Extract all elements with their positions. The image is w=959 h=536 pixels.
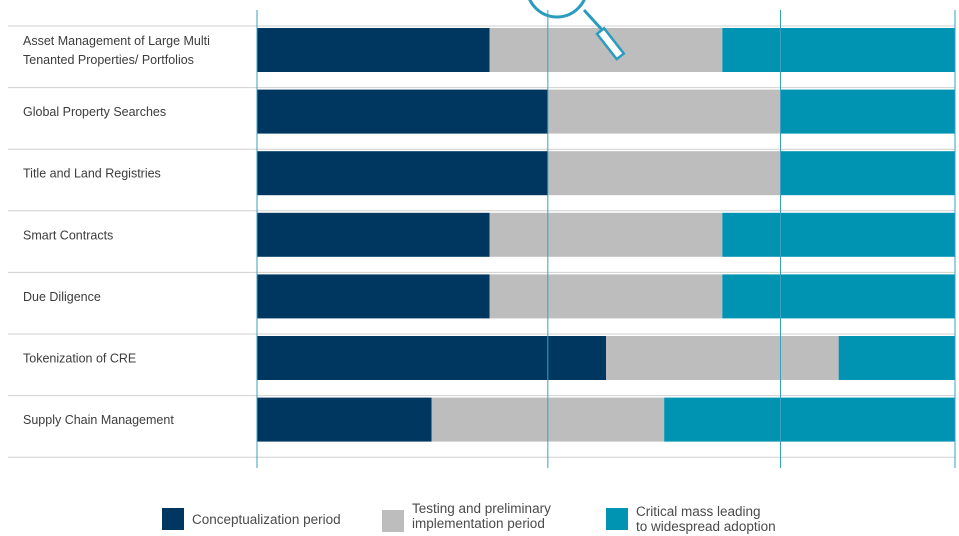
row-label: Smart Contracts: [23, 228, 113, 242]
legend-item-critical-mass: Critical mass leading to widespread adop…: [606, 504, 776, 534]
legend: Conceptualization period Testing and pre…: [0, 472, 959, 536]
bar-testing-and-preliminary-implementation-period-title-and-land-registries: [547, 151, 781, 196]
bar-conceptualization-period-global-property-searches: [257, 89, 548, 134]
bar-critical-mass-leading-to-widespread-adoption-due-diligence: [722, 274, 955, 319]
legend-swatch-testing: [382, 510, 404, 532]
row-labels: Asset Management of Large Multi Tenanted …: [23, 34, 210, 427]
row-label: Due Diligence: [23, 290, 101, 304]
bar-critical-mass-leading-to-widespread-adoption-tokenization-of-cre: [838, 336, 955, 380]
bar-critical-mass-leading-to-widespread-adoption-title-and-land-registries: [780, 151, 955, 196]
bar-conceptualization-period-asset-management-of-large-multi-tenanted-properties-portfolios: [257, 28, 490, 72]
bar-conceptualization-period-tokenization-of-cre: [257, 336, 606, 380]
bars: [257, 28, 955, 442]
row-label: Tenanted Properties/ Portfolios: [23, 53, 194, 67]
row-separators: [8, 25, 955, 458]
bar-critical-mass-leading-to-widespread-adoption-supply-chain-management: [664, 397, 955, 442]
legend-label-testing: Testing and preliminary implementation p…: [412, 501, 551, 531]
row-label: Global Property Searches: [23, 105, 166, 119]
bar-conceptualization-period-due-diligence: [257, 274, 490, 319]
magnifier-icon: [528, 0, 626, 61]
row-label: Tokenization of CRE: [23, 352, 136, 366]
bar-conceptualization-period-smart-contracts: [257, 212, 490, 257]
roadmap-chart: Asset Management of Large Multi Tenanted …: [8, 0, 956, 468]
legend-swatch-critical-mass: [606, 508, 628, 530]
bar-testing-and-preliminary-implementation-period-smart-contracts: [489, 212, 723, 257]
legend-label-critical-mass: Critical mass leading to widespread adop…: [636, 504, 776, 534]
legend-label-conceptualization: Conceptualization period: [192, 511, 341, 527]
bar-critical-mass-leading-to-widespread-adoption-smart-contracts: [722, 212, 955, 257]
bar-testing-and-preliminary-implementation-period-global-property-searches: [547, 89, 781, 134]
legend-item-conceptualization: Conceptualization period: [162, 508, 341, 530]
legend-swatch-conceptualization: [162, 508, 184, 530]
bar-conceptualization-period-title-and-land-registries: [257, 151, 548, 196]
row-label: Title and Land Registries: [23, 167, 161, 181]
row-label: Asset Management of Large Multi: [23, 34, 210, 48]
row-label: Supply Chain Management: [23, 413, 174, 427]
bar-testing-and-preliminary-implementation-period-tokenization-of-cre: [606, 336, 839, 380]
legend-item-testing: Testing and preliminary implementation p…: [382, 500, 551, 532]
bar-conceptualization-period-supply-chain-management: [257, 397, 432, 442]
bar-testing-and-preliminary-implementation-period-due-diligence: [489, 274, 723, 319]
bar-critical-mass-leading-to-widespread-adoption-asset-management-of-large-multi-tenanted-properties-portfolios: [722, 28, 955, 72]
period-guides: [256, 10, 956, 468]
bar-critical-mass-leading-to-widespread-adoption-global-property-searches: [780, 89, 955, 134]
